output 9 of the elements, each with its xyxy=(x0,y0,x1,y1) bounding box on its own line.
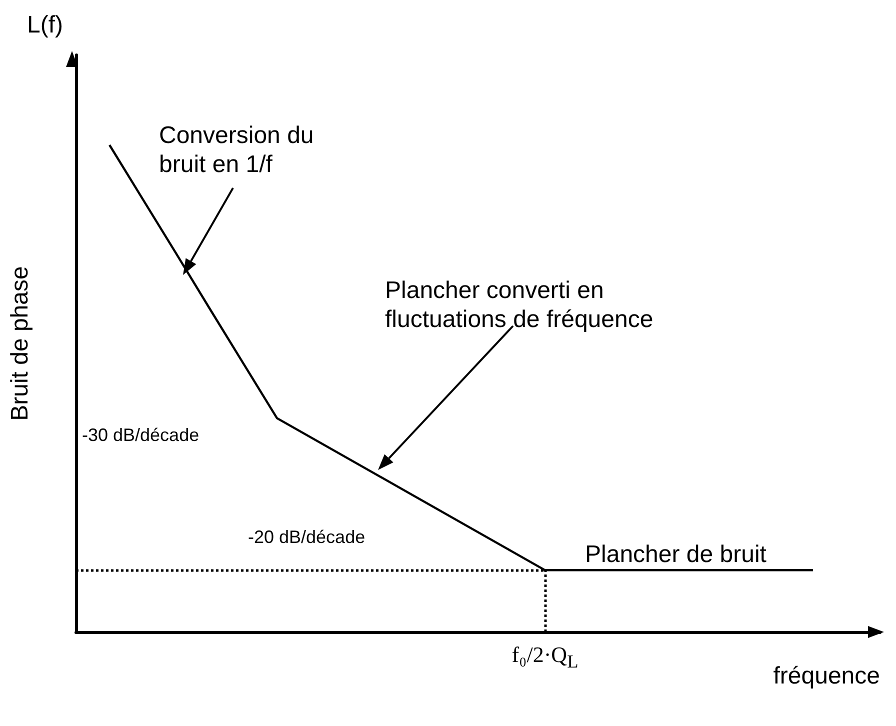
annotation: Plancher converti en fluctuations de fréquence xyxy=(385,277,654,333)
annotation: Plancher de bruit xyxy=(585,540,767,568)
annotation: -20 dB/décade xyxy=(248,526,366,547)
x-axis-title: fréquence xyxy=(773,662,880,690)
annotation: Conversion du bruit en 1/f xyxy=(159,122,320,178)
annotation: -30 dB/décade xyxy=(82,424,200,445)
y-axis-title: Bruit de phase xyxy=(6,266,34,421)
ref-line-label: f₀/2·Q$_{L}$ xyxy=(512,642,578,672)
chart-title: L(f) xyxy=(27,12,63,38)
